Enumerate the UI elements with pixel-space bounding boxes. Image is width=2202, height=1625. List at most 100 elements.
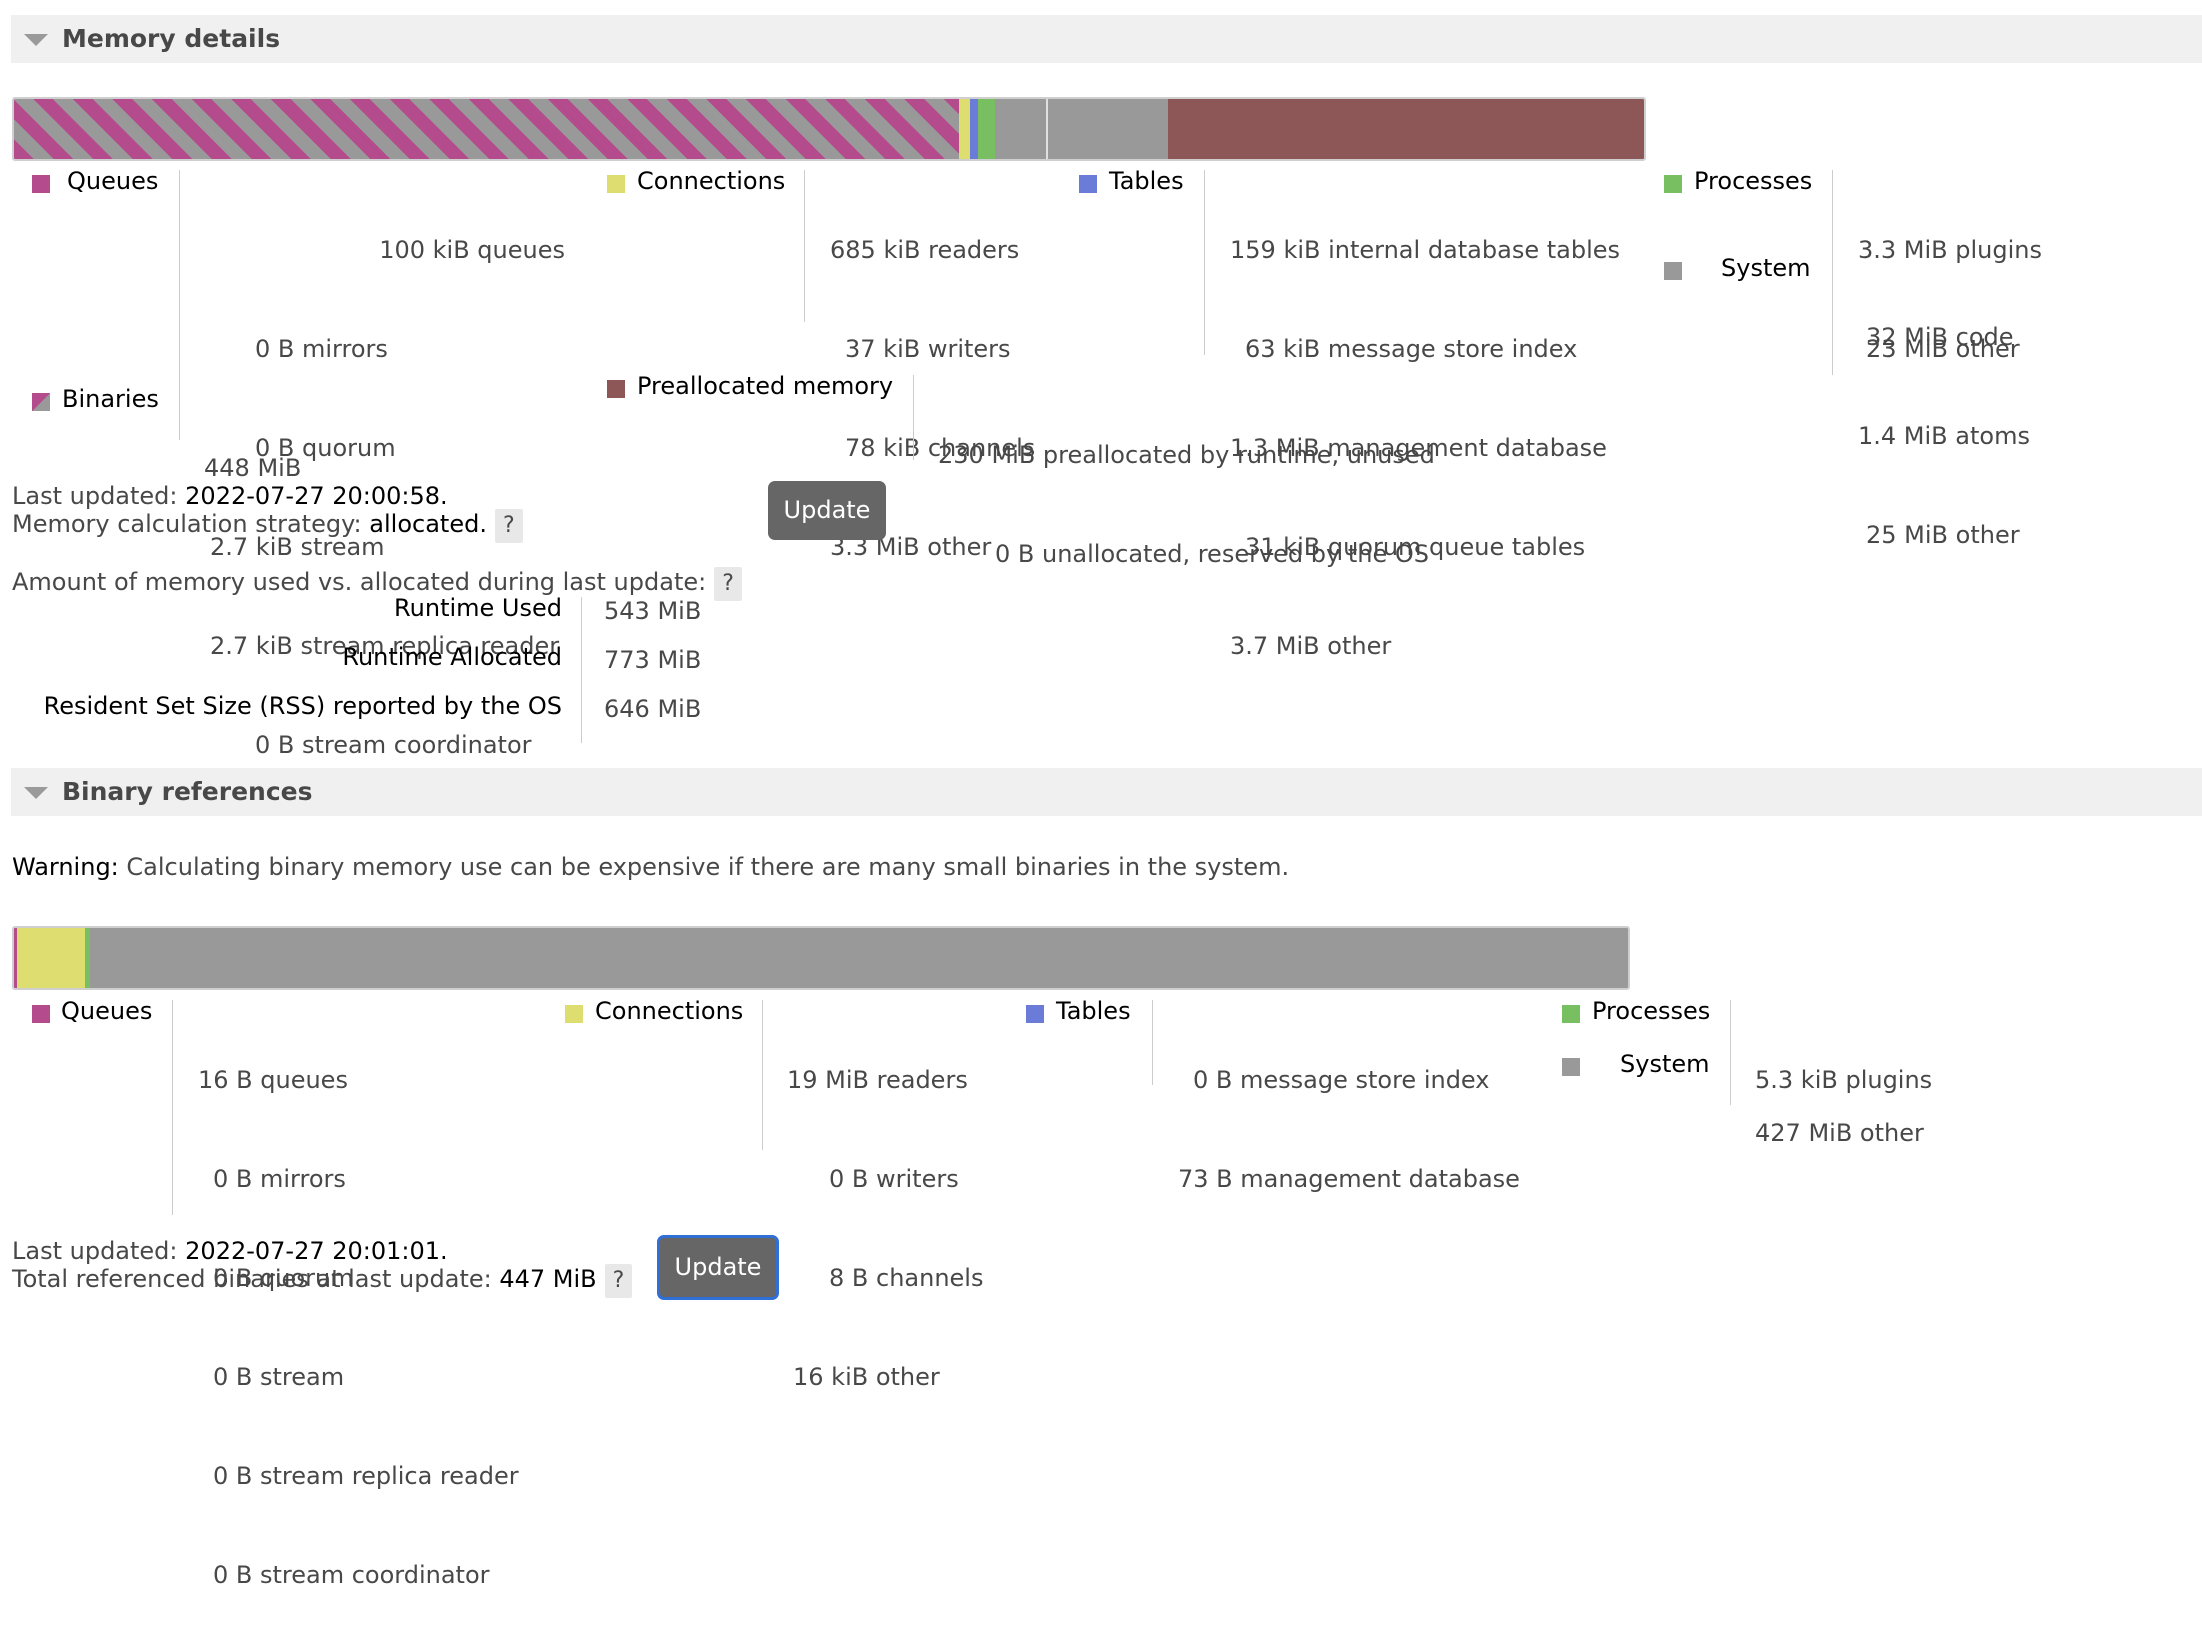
- queues-label: Queues: [67, 167, 159, 195]
- value-line: 0 B quorum: [255, 434, 396, 462]
- last-updated-text: Last updated: 2022-07-27 20:00:58.: [12, 482, 448, 510]
- divider: [804, 170, 805, 322]
- queues-color-swatch: [32, 1005, 50, 1023]
- queues-values: 16 B queues 0 B mirrors 0 B quorum 0 B s…: [198, 998, 519, 1625]
- section-title: Memory details: [62, 24, 281, 53]
- last-updated-value: 2022-07-27 20:00:58.: [185, 482, 448, 510]
- memory-details-header[interactable]: Memory details: [11, 15, 2202, 63]
- system-values: 427 MiB other: [1755, 1051, 1924, 1183]
- bar-segment-system: [89, 928, 1628, 988]
- processes-color-swatch: [1664, 175, 1682, 193]
- value-line: 230 MiB preallocated by runtime, unused: [938, 441, 1435, 469]
- memory-update-button[interactable]: Update: [768, 481, 886, 540]
- tables-label: Tables: [1056, 997, 1131, 1025]
- value-line: 25 MiB other: [1866, 521, 2020, 549]
- binary-references-header[interactable]: Binary references: [11, 768, 2202, 816]
- value-line: 685 kiB readers: [830, 236, 1020, 264]
- warning-text: Warning: Calculating binary memory use c…: [12, 853, 1289, 881]
- strategy-value: allocated.: [369, 510, 487, 538]
- tables-values: 0 B message store index 73 B management …: [1178, 998, 1520, 1229]
- warning-label: Warning:: [12, 853, 119, 881]
- rss-value: 646 MiB: [604, 695, 702, 723]
- connections-color-swatch: [565, 1005, 583, 1023]
- value-line: 100 kiB queues: [379, 236, 565, 264]
- collapse-triangle-icon[interactable]: [24, 34, 48, 46]
- connections-color-swatch: [607, 175, 625, 193]
- processes-values: 3.3 MiB plugins 23 MiB other: [1858, 168, 2042, 399]
- divider: [172, 1000, 173, 1215]
- strategy-help-button[interactable]: ?: [494, 509, 523, 543]
- amount-help-button[interactable]: ?: [714, 567, 742, 601]
- total-label: Total referenced binaries at last update…: [12, 1265, 492, 1293]
- value-line: 16 B queues: [198, 1066, 348, 1094]
- value-line: 1.4 MiB atoms: [1858, 422, 2030, 450]
- divider: [762, 1000, 763, 1150]
- value-line: 0 B stream replica reader: [213, 1462, 519, 1490]
- value-line: 3.3 MiB plugins: [1858, 236, 2042, 264]
- runtime-allocated-label: Runtime Allocated: [342, 643, 562, 671]
- binaries-label: Binaries: [62, 385, 159, 413]
- bar-segment-queues: [14, 928, 17, 988]
- value-line: 0 B message store index: [1193, 1066, 1490, 1094]
- runtime-allocated-value: 773 MiB: [604, 646, 702, 674]
- runtime-used-value: 543 MiB: [604, 597, 702, 625]
- value-line: 78 kiB channels: [845, 434, 1036, 462]
- divider: [1832, 170, 1833, 375]
- preallocated-values: 230 MiB preallocated by runtime, unused …: [938, 373, 1435, 604]
- processes-label: Processes: [1592, 997, 1711, 1025]
- runtime-used-label: Runtime Used: [394, 594, 562, 622]
- value-line: 16 kiB other: [793, 1363, 940, 1391]
- value-line: 2.7 kiB stream: [210, 533, 385, 561]
- connections-values: 19 MiB readers 0 B writers 8 B channels …: [787, 998, 983, 1427]
- preallocated-label: Preallocated memory: [637, 372, 894, 400]
- value-line: 427 MiB other: [1755, 1119, 1924, 1147]
- bar-segment-connections: [958, 99, 971, 159]
- last-updated-label: Last updated:: [12, 482, 178, 510]
- connections-label: Connections: [595, 997, 744, 1025]
- collapse-triangle-icon[interactable]: [24, 787, 48, 799]
- total-value: 447 MiB: [499, 1265, 597, 1293]
- binary-update-button[interactable]: Update: [657, 1235, 779, 1300]
- last-updated-label: Last updated:: [12, 1237, 178, 1265]
- divider: [179, 170, 180, 440]
- tables-values: 159 kiB internal database tables 63 kiB …: [1230, 168, 1620, 696]
- amount-label: Amount of memory used vs. allocated duri…: [12, 568, 707, 596]
- binary-usage-bar: [12, 926, 1630, 990]
- value-line: 73 B management database: [1178, 1165, 1520, 1193]
- divider: [913, 375, 914, 460]
- binaries-color-swatch: [32, 393, 50, 411]
- divider: [1152, 1000, 1153, 1085]
- value-line: 0 B mirrors: [255, 335, 388, 363]
- processes-values: 5.3 kiB plugins: [1755, 998, 1932, 1130]
- queues-values: 100 kiB queues 0 B mirrors 0 B quorum 2.…: [190, 168, 565, 795]
- tables-color-swatch: [1026, 1005, 1044, 1023]
- total-referenced-text: Total referenced binaries at last update…: [12, 1264, 633, 1298]
- bar-segment-connections: [16, 928, 86, 988]
- connections-label: Connections: [637, 167, 786, 195]
- rss-label: Resident Set Size (RSS) reported by the …: [43, 692, 562, 720]
- tables-label: Tables: [1109, 167, 1184, 195]
- value-line: 0 B stream coordinator: [255, 731, 532, 759]
- value-line: 0 B stream coordinator: [213, 1561, 490, 1589]
- amount-text: Amount of memory used vs. allocated duri…: [12, 567, 742, 601]
- connections-values: 685 kiB readers 37 kiB writers 78 kiB ch…: [830, 168, 1035, 597]
- last-updated-value: 2022-07-27 20:01:01.: [185, 1237, 448, 1265]
- value-line: 32 MiB code: [1866, 323, 2014, 351]
- total-help-button[interactable]: ?: [604, 1264, 633, 1298]
- divider: [581, 597, 582, 743]
- section-title: Binary references: [62, 777, 313, 806]
- value-line: 2.7 kiB stream replica reader: [210, 632, 560, 660]
- system-values: 32 MiB code 1.4 MiB atoms 25 MiB other: [1858, 255, 2030, 585]
- bar-segment-binaries: [14, 99, 959, 159]
- strategy-label: Memory calculation strategy:: [12, 510, 362, 538]
- value-line: 5.3 kiB plugins: [1755, 1066, 1933, 1094]
- warning-message: Calculating binary memory use can be exp…: [126, 853, 1290, 881]
- value-line: 3.7 MiB other: [1230, 632, 1392, 660]
- bar-segment-tables: [970, 99, 978, 159]
- divider: [1730, 1000, 1731, 1105]
- value-line: 159 kiB internal database tables: [1230, 236, 1620, 264]
- value-line: 0 B writers: [829, 1165, 959, 1193]
- tables-color-swatch: [1079, 175, 1097, 193]
- value-line: 448 MiB: [204, 454, 302, 482]
- system-color-swatch: [1562, 1058, 1580, 1076]
